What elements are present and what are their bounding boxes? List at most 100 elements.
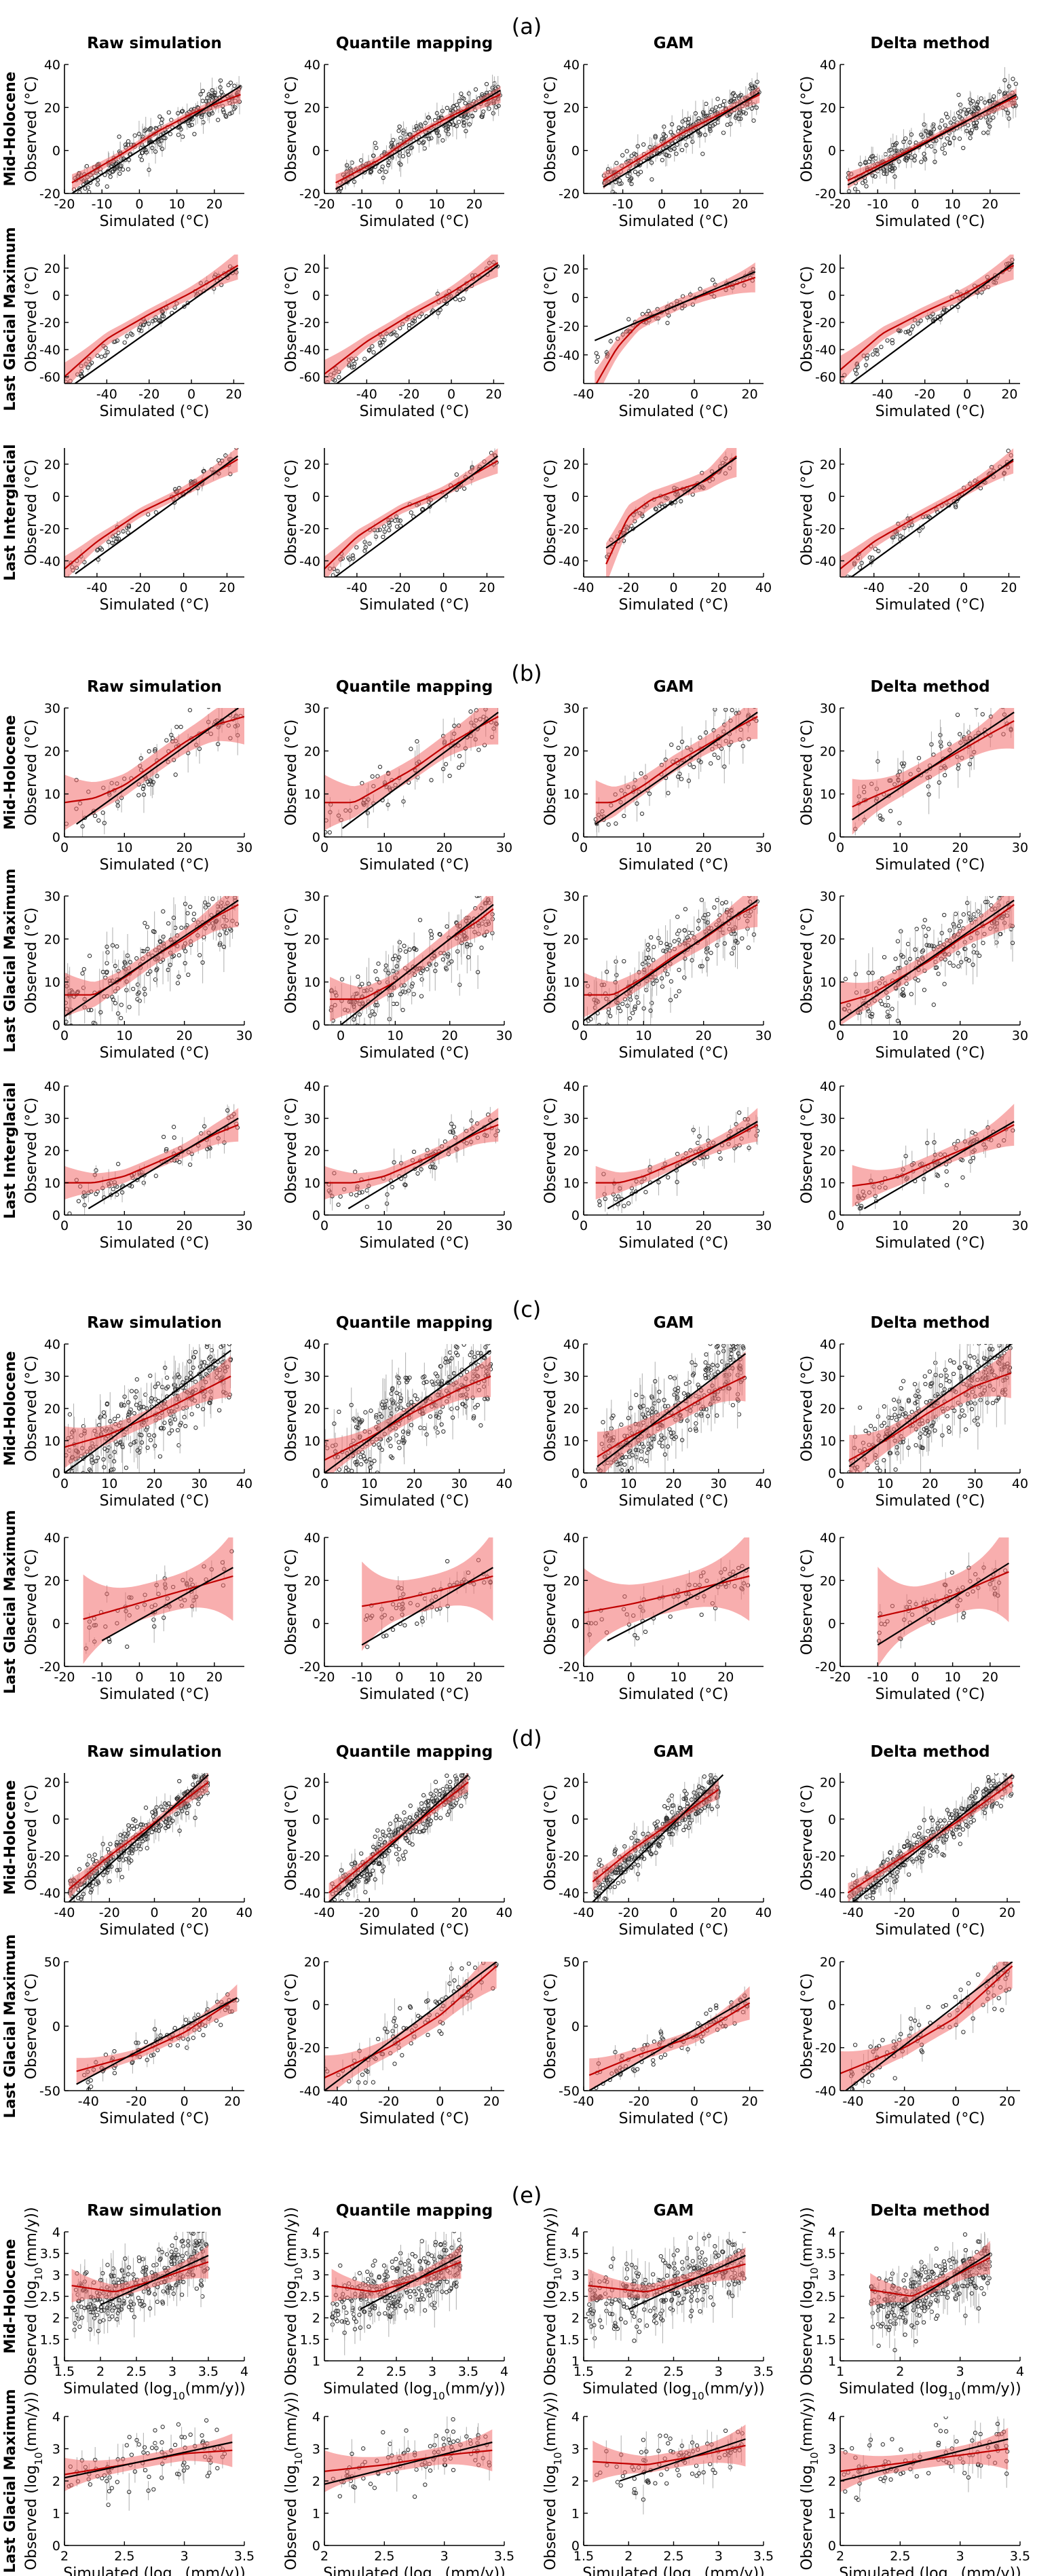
x-tick-label: 20 (176, 1028, 193, 1043)
confidence-band (324, 448, 498, 577)
data-point (876, 759, 880, 764)
data-point (664, 941, 669, 946)
data-point (327, 830, 332, 835)
data-point (715, 943, 719, 948)
x-tick-label: -40 (573, 387, 594, 402)
data-point (597, 1023, 601, 1025)
y-tick-label: 40 (820, 58, 836, 73)
subplot: -40 -20 0 20 -60 -40 -20 0 20 Simulated (°C) Obser… (23, 255, 244, 420)
data-point (672, 147, 677, 151)
data-point (855, 1035, 859, 1039)
data-point (172, 1135, 176, 1140)
data-point (971, 1155, 976, 1161)
y-axis-label: Observed (°C) (23, 460, 40, 565)
data-point (440, 109, 445, 113)
x-axis-label: Simulated (°C) (360, 597, 470, 614)
data-point (391, 1001, 396, 1007)
data-point (166, 110, 171, 115)
data-point (629, 153, 634, 158)
data-point (870, 971, 875, 975)
data-point (355, 1023, 360, 1025)
data-point (345, 1028, 348, 1032)
data-point (376, 961, 381, 966)
data-point (885, 338, 890, 343)
data-point (95, 548, 100, 553)
x-tick-label: -20 (829, 197, 850, 212)
y-tick-label: -60 (39, 370, 60, 385)
data-point (179, 109, 185, 114)
data-point (218, 78, 223, 83)
x-tick-label: 30 (755, 1218, 772, 1233)
data-point (929, 944, 934, 948)
data-point (102, 821, 107, 825)
x-tick-label: 20 (466, 197, 483, 212)
data-point (675, 774, 681, 779)
data-point (684, 143, 689, 148)
column-title: Raw simulation (87, 678, 222, 696)
data-point (207, 112, 212, 117)
data-point (111, 997, 116, 1002)
data-point (352, 365, 356, 369)
data-point (461, 296, 466, 301)
y-tick-label: -40 (39, 554, 60, 569)
data-point (176, 111, 181, 115)
data-point (111, 1187, 115, 1191)
data-point (402, 990, 407, 994)
x-tick-label: -40 (346, 580, 367, 595)
y-axis-label: Observed (°C) (23, 76, 40, 182)
data-point (143, 992, 147, 996)
data-point (445, 924, 449, 929)
data-point (663, 949, 668, 954)
data-point (105, 950, 110, 955)
data-point (192, 132, 197, 136)
data-point (84, 1472, 89, 1473)
data-point (425, 967, 430, 971)
data-point (870, 555, 875, 560)
x-axis-label: Simulated (°C) (876, 597, 985, 614)
x-tick-label: 0 (911, 197, 919, 212)
data-point (94, 1168, 98, 1173)
data-point (873, 174, 878, 179)
data-point (200, 88, 206, 94)
y-tick-label: 30 (304, 1112, 320, 1127)
data-point (740, 886, 743, 889)
y-tick-label: 20 (44, 932, 60, 947)
data-point (168, 132, 173, 136)
subplot: Raw simulation 0 10 20 30 0 10 20 30 Simulated (°… (23, 678, 252, 874)
data-point (362, 356, 367, 361)
data-point (926, 792, 931, 797)
data-point (138, 154, 143, 159)
data-point (233, 891, 237, 895)
y-tick-label: 0 (828, 489, 836, 504)
data-point (704, 101, 709, 107)
y-tick-label: 20 (820, 261, 836, 276)
y-tick-label: 20 (304, 458, 320, 472)
linear-fit-line (340, 903, 494, 1025)
data-point (656, 1180, 661, 1184)
data-point (397, 124, 402, 129)
data-point (677, 989, 681, 994)
y-tick-label: 10 (563, 975, 580, 990)
data-point (998, 896, 1002, 897)
data-point (438, 932, 443, 937)
subplot: -40 -20 0 20 -60 -40 -20 0 20 Simulated (°C) Obser… (283, 255, 504, 420)
data-point (952, 136, 956, 141)
y-tick-label: -60 (815, 370, 836, 385)
y-tick-label: 30 (304, 701, 320, 716)
y-tick-label: -20 (299, 316, 320, 331)
y-tick-label: 20 (563, 262, 580, 277)
data-point (595, 354, 600, 360)
x-tick-label: -10 (867, 197, 888, 212)
subplot: Raw simulation -20 -10 0 10 20 -20 0 20 40 Simulat… (23, 35, 244, 230)
data-point (901, 993, 906, 998)
data-point (102, 353, 108, 358)
x-axis-label: Simulated (°C) (619, 597, 729, 614)
linear-fit-line (335, 90, 502, 190)
data-point (921, 925, 926, 929)
x-axis-label: Simulated (°C) (100, 1045, 210, 1062)
data-point (428, 929, 433, 933)
data-point (347, 557, 352, 562)
data-point (968, 917, 973, 922)
data-point (132, 133, 137, 138)
data-point (919, 160, 924, 164)
